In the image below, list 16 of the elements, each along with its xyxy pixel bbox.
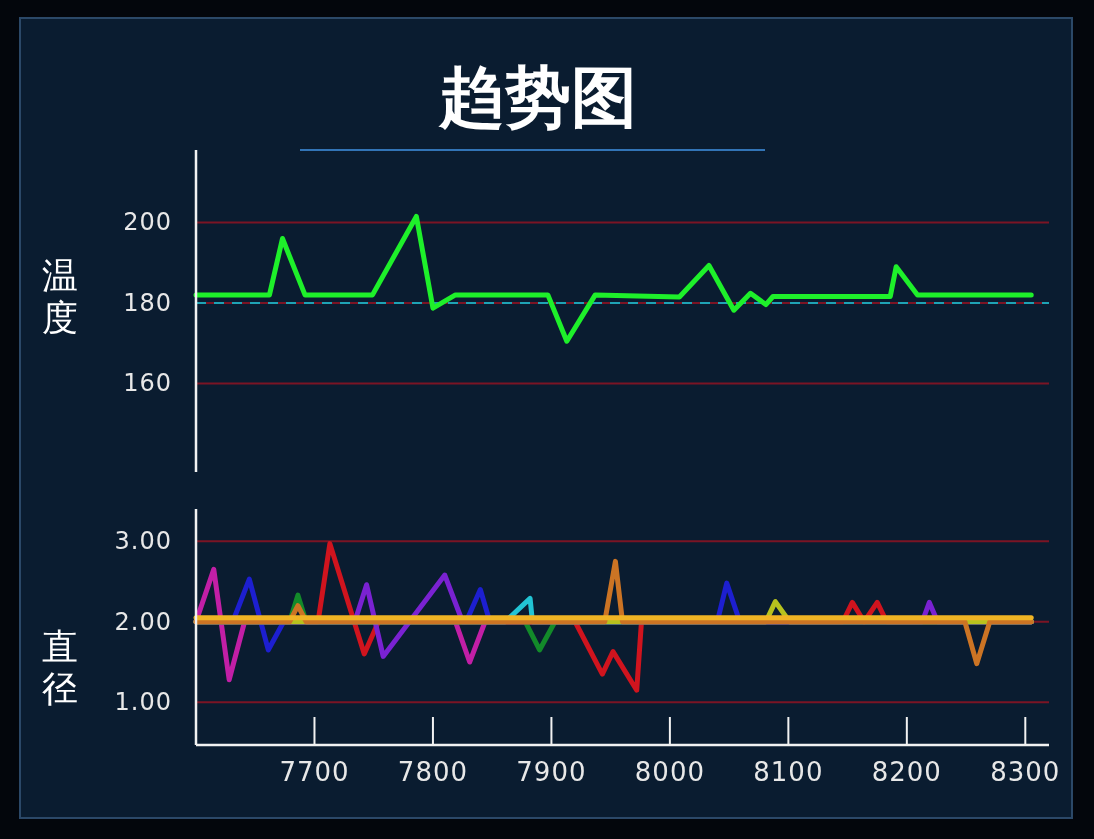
y-tick-label: 160 <box>123 369 172 398</box>
x-tick-label: 7800 <box>397 757 469 787</box>
y-tick-label: 200 <box>123 208 172 237</box>
x-tick-label: 8000 <box>634 757 705 787</box>
x-tick-label: 7900 <box>516 757 587 787</box>
x-tick-label: 8200 <box>871 757 942 787</box>
y-tick-label: 2.00 <box>114 607 172 636</box>
x-tick-label: 8100 <box>753 757 824 787</box>
x-tick-label: 8300 <box>990 757 1061 787</box>
y-axis-title: 温度 <box>42 254 78 338</box>
y-tick-label: 3.00 <box>114 527 172 556</box>
x-tick-label: 7700 <box>279 757 350 787</box>
y-axis-title: 直径 <box>42 625 78 709</box>
y-tick-label: 1.00 <box>114 688 172 717</box>
y-tick-label: 180 <box>123 288 172 317</box>
chart-title: 趋势图 <box>438 59 637 136</box>
